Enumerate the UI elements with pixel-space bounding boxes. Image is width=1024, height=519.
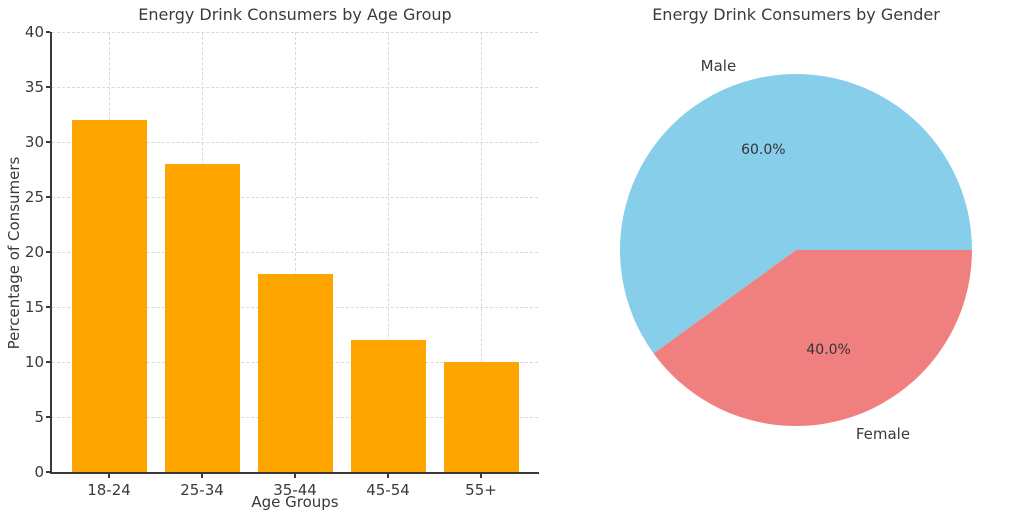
x-tick-label: 55+ <box>465 481 497 499</box>
y-tick-mark <box>45 361 51 363</box>
bar-55 <box>443 362 519 472</box>
y-tick-mark <box>45 141 51 143</box>
bar-25-34 <box>164 164 240 472</box>
x-tick-label: 45-54 <box>366 481 410 499</box>
y-tick-mark <box>45 86 51 88</box>
gridline-vertical <box>480 32 482 472</box>
y-axis-spine <box>50 32 52 474</box>
x-tick-label: 18-24 <box>87 481 131 499</box>
gridline-vertical <box>294 32 296 472</box>
bar-35-44 <box>257 274 333 472</box>
x-tick-mark <box>294 473 296 479</box>
bar-18-24 <box>71 120 147 472</box>
y-tick-mark <box>45 196 51 198</box>
pie-chart-title: Energy Drink Consumers by Gender <box>652 5 940 24</box>
bar-chart-panel: Energy Drink Consumers by Age Group Perc… <box>5 5 540 511</box>
x-tick-label: 35-44 <box>273 481 317 499</box>
y-tick-mark <box>45 471 51 473</box>
x-axis-spine <box>50 472 540 474</box>
x-tick-label: 25-34 <box>180 481 224 499</box>
x-tick-mark <box>387 473 389 479</box>
pie-slice-female <box>653 250 972 427</box>
pie-chart-panel: Energy Drink Consumers by Gender Male 60.… <box>560 0 1024 519</box>
bar-45-54 <box>350 340 426 472</box>
pie-percent-male: 60.0% <box>741 141 786 158</box>
x-tick-mark <box>201 473 203 479</box>
pie-label-female: Female <box>855 425 911 444</box>
pie-slice-male <box>620 74 972 354</box>
pie-percent-female: 40.0% <box>806 342 851 359</box>
bar-plot-area: 0 5 10 15 20 25 30 35 40 18-24 25-34 35-44 45-54 55+ <box>25 23 540 499</box>
y-tick-label: 35 <box>24 78 44 96</box>
y-tick-label: 25 <box>24 188 44 206</box>
gridline-vertical <box>387 32 389 472</box>
y-tick-label: 5 <box>34 408 44 426</box>
y-tick-mark <box>45 31 51 33</box>
y-tick-label: 20 <box>24 243 44 261</box>
y-tick-mark <box>45 306 51 308</box>
y-tick-label: 15 <box>24 298 44 316</box>
y-tick-label: 30 <box>24 133 44 151</box>
pie-chart-svg <box>620 74 972 427</box>
y-tick-label: 40 <box>24 23 44 41</box>
pie-label-male: Male <box>700 56 737 75</box>
bar-x-axis-label: Age Groups <box>251 493 339 511</box>
y-tick-mark <box>45 251 51 253</box>
y-tick-label: 0 <box>34 463 44 481</box>
y-tick-mark <box>45 416 51 418</box>
x-tick-mark <box>108 473 110 479</box>
y-tick-label: 10 <box>24 353 44 371</box>
x-tick-mark <box>480 473 482 479</box>
bar-chart-title: Energy Drink Consumers by Age Group <box>138 5 452 24</box>
